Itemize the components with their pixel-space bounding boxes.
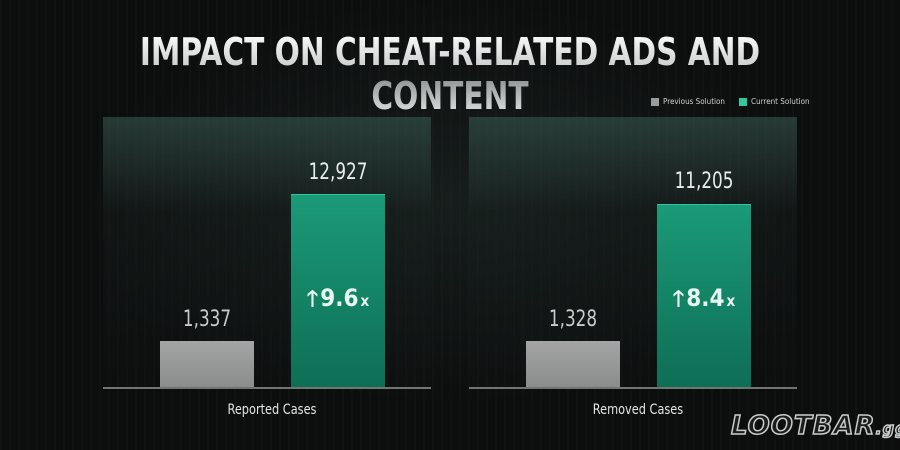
legend-label-previous: Previous Solution [663, 97, 725, 106]
multiplier-reported: 🡑9.6 x [291, 282, 385, 320]
logo-suffix: .gg [875, 418, 900, 439]
legend-item-current: Current Solution [739, 97, 810, 106]
chart-title: IMPACT ON CHEAT-RELATED ADS AND CONTENT [99, 30, 801, 118]
legend-swatch-previous [651, 97, 659, 106]
legend: Previous Solution Current Solution [651, 97, 818, 106]
multiplier-suffix: x [726, 292, 736, 310]
legend-swatch-current [739, 97, 747, 106]
category-label-removed: Removed Cases [592, 402, 684, 418]
legend-item-previous: Previous Solution [651, 97, 725, 106]
category-label-reported: Reported Cases [227, 402, 317, 418]
lootbar-logo: LOOTBAR.gg [730, 410, 900, 442]
value-current-removed: 11,205 [674, 169, 734, 194]
multiplier-value: 8.4 [686, 284, 725, 312]
arrow-up-icon: 🡑 [672, 287, 685, 312]
bar-previous-removed [526, 341, 620, 387]
legend-label-current: Current Solution [751, 97, 810, 106]
bar-current-removed [657, 204, 751, 387]
chart-panel-removed: 1,328 11,205 🡑8.4 x [469, 117, 797, 389]
value-current-reported: 12,927 [308, 160, 368, 185]
chart-panel-reported: 1,337 12,927 🡑9.6 x [103, 117, 431, 389]
logo-main: LOOTBAR [730, 410, 876, 442]
multiplier-value: 9.6 [320, 284, 359, 312]
multiplier-removed: 🡑8.4 x [657, 282, 751, 320]
bar-previous-reported [160, 341, 254, 387]
arrow-up-icon: 🡑 [306, 287, 319, 312]
value-previous-removed: 1,328 [548, 307, 598, 332]
value-previous-reported: 1,337 [182, 307, 232, 332]
multiplier-suffix: x [360, 292, 370, 310]
bar-current-reported [291, 194, 385, 387]
